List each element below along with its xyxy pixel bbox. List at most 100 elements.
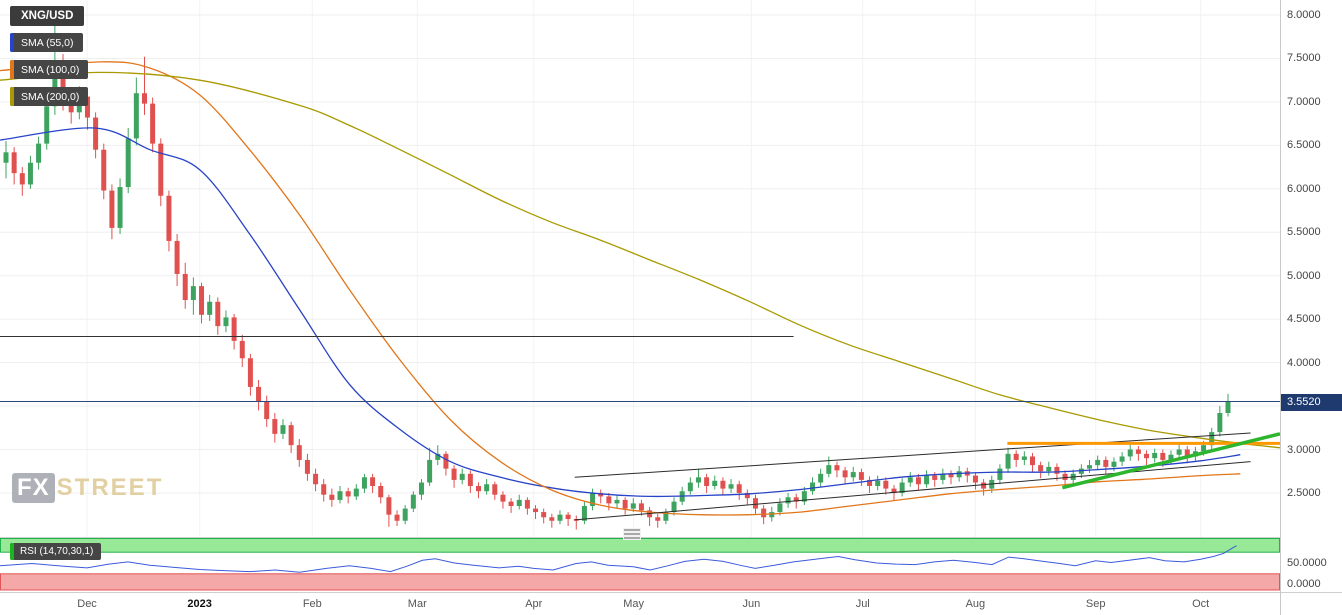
candle [1038, 461, 1044, 479]
price-axis-label: 6.5000 [1287, 139, 1321, 152]
candle [915, 473, 921, 491]
candle [1095, 455, 1101, 470]
pane-separator[interactable] [0, 537, 1342, 538]
candle [199, 282, 205, 324]
candle [858, 468, 864, 486]
candle [280, 419, 286, 440]
candle [1127, 442, 1133, 461]
candle [215, 297, 221, 335]
rsi-pane[interactable] [0, 538, 1280, 592]
candle [418, 479, 424, 500]
channel-trendline[interactable] [574, 432, 1251, 478]
candle [663, 508, 669, 525]
price-axis-label: 8.0000 [1287, 9, 1321, 21]
candle [655, 513, 661, 528]
candle [801, 486, 807, 506]
symbol-badge[interactable]: XNG/USD [10, 6, 85, 26]
fxstreet-logo-fx: FX [12, 473, 55, 503]
candle [695, 468, 701, 488]
axis-separator [1280, 0, 1281, 615]
candle [1135, 446, 1141, 461]
rsi-axis[interactable]: 50.0000 0.0000 [1281, 538, 1342, 592]
main-chart-pane[interactable] [0, 0, 1280, 538]
price-axis-label: 7.5000 [1287, 52, 1321, 65]
candle [166, 190, 172, 252]
candle [1021, 451, 1027, 466]
candle [247, 353, 253, 396]
candle [671, 497, 677, 516]
time-axis-label: Mar [407, 598, 427, 610]
candle [304, 453, 310, 481]
candle [1152, 448, 1158, 463]
candle [11, 147, 17, 185]
candle [329, 488, 335, 507]
candle [467, 470, 473, 493]
rsi-axis-label: 0.0000 [1287, 578, 1321, 590]
candle [158, 138, 164, 207]
price-chart-canvas[interactable] [0, 0, 1280, 538]
drawings-anchor-icon[interactable] [623, 528, 641, 540]
candle [109, 184, 115, 240]
candle [190, 277, 196, 315]
candle [288, 421, 294, 453]
candle [565, 512, 571, 526]
candle [508, 498, 514, 513]
candle [744, 489, 750, 506]
indicator-label: SMA (200,0) [21, 90, 80, 103]
candle [972, 472, 978, 490]
candle [36, 136, 42, 170]
candle [386, 494, 392, 527]
candle [573, 515, 579, 530]
time-axis-label: Jun [742, 598, 761, 610]
candle [353, 484, 359, 500]
candle [541, 508, 547, 524]
candle [313, 468, 319, 492]
candle [736, 480, 742, 500]
candle [614, 494, 620, 509]
time-axis-label: 2023 [187, 598, 212, 610]
candle [3, 141, 9, 179]
candle [174, 233, 180, 287]
candle [720, 477, 726, 495]
indicator-label: SMA (55,0) [21, 36, 74, 49]
green-support-trendline[interactable] [1061, 432, 1280, 490]
candle [484, 479, 490, 495]
rsi-axis-label: 50.0000 [1287, 557, 1327, 569]
time-axis-label: Dec [77, 598, 97, 610]
indicator-badge-1[interactable]: SMA (100,0) [10, 60, 89, 79]
fxstreet-watermark: FX STREET [12, 473, 163, 503]
rsi-chart-canvas[interactable] [0, 538, 1280, 592]
indicator-badge-0[interactable]: SMA (55,0) [10, 33, 83, 52]
price-axis-label: 2.5000 [1287, 486, 1321, 499]
price-axis-label: 3.0000 [1287, 443, 1321, 456]
candle [1046, 461, 1052, 476]
candle [296, 439, 302, 467]
rsi-indicator-badge[interactable]: RSI (14,70,30,1) [10, 543, 102, 560]
candle [361, 473, 367, 493]
candle [223, 310, 229, 333]
candle [1119, 452, 1125, 467]
candle [598, 489, 604, 504]
candle [704, 473, 710, 493]
candle [93, 112, 99, 159]
candle [981, 479, 987, 496]
candle [150, 97, 156, 153]
time-axis-label: Sep [1085, 598, 1106, 610]
candle [964, 467, 970, 483]
time-axis[interactable]: Dec 2023 Feb Mar Apr May Jun Jul Aug Sep Oct [0, 592, 1342, 615]
candle [1005, 447, 1011, 473]
candle [1103, 456, 1109, 474]
candle [443, 451, 449, 476]
indicator-badge-2[interactable]: SMA (200,0) [10, 87, 89, 106]
candle [581, 501, 587, 525]
price-axis[interactable]: 3.5520 8.0000 7.5000 7.0000 6.5000 6.0000 5.5… [1281, 0, 1342, 538]
price-axis-label: 5.5000 [1287, 226, 1321, 239]
candle [810, 477, 816, 495]
channel-trendline[interactable] [574, 461, 1251, 521]
candle [850, 466, 856, 482]
price-axis-label: 6.0000 [1287, 182, 1321, 195]
candle [549, 513, 555, 528]
candle [492, 481, 498, 500]
candle [647, 506, 653, 526]
candle [239, 334, 245, 367]
